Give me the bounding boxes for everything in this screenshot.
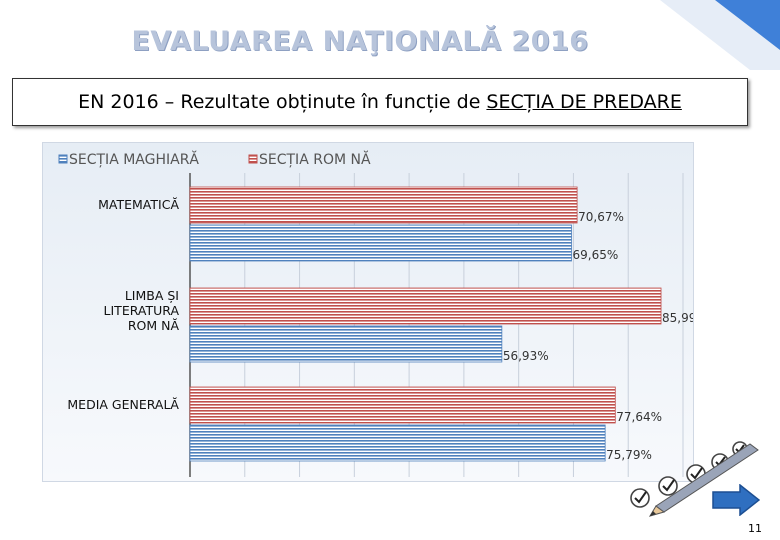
category-label: MEDIA GENERALĂ bbox=[67, 397, 179, 412]
legend-entry: SECȚIA ROM NĂ bbox=[259, 150, 371, 168]
checklist-pencil-icon bbox=[630, 441, 759, 517]
bar-romana bbox=[189, 287, 662, 325]
data-label-maghiara: 75,79% bbox=[606, 448, 652, 462]
data-label-maghiara: 56,93% bbox=[503, 349, 549, 363]
category-label: MATEMATICĂ bbox=[98, 197, 179, 212]
subtitle-underlined: SECȚIA DE PREDARE bbox=[486, 91, 682, 113]
data-label-romana: 70,67% bbox=[578, 210, 624, 224]
slide-title: EVALUAREA NAŢIONALĂ 2016 bbox=[131, 26, 589, 57]
corner-decoration bbox=[660, 0, 780, 70]
bar-romana bbox=[189, 386, 616, 424]
bar-maghiara bbox=[189, 325, 503, 363]
next-slide-arrow-icon[interactable] bbox=[712, 484, 760, 516]
bar-maghiara bbox=[189, 224, 572, 262]
data-label-maghiara: 69,65% bbox=[573, 248, 619, 262]
data-label-romana: 85,99% bbox=[662, 311, 693, 325]
category-label: LITERATURA bbox=[104, 303, 180, 318]
chart-area: SECȚIA MAGHIARĂ SECȚIA ROM NĂ 70,67% 69,65… bbox=[42, 142, 708, 482]
bar-maghiara bbox=[189, 424, 606, 462]
slide-subtitle: EN 2016 – Rezultate obținute în funcție … bbox=[12, 78, 748, 126]
page-number: 11 bbox=[748, 522, 762, 535]
category-label: LIMBA ȘI bbox=[125, 288, 179, 303]
subtitle-prefix: EN 2016 – Rezultate obținute în funcție … bbox=[78, 91, 481, 113]
data-label-romana: 77,64% bbox=[616, 410, 662, 424]
legend-swatch bbox=[248, 154, 258, 164]
bar-chart: SECȚIA MAGHIARĂ SECȚIA ROM NĂ 70,67% 69,65… bbox=[58, 150, 708, 477]
legend-entry: SECȚIA MAGHIARĂ bbox=[69, 150, 199, 168]
category-label: ROM NĂ bbox=[128, 318, 180, 333]
legend-swatch bbox=[58, 154, 68, 164]
bar-romana bbox=[189, 186, 578, 224]
